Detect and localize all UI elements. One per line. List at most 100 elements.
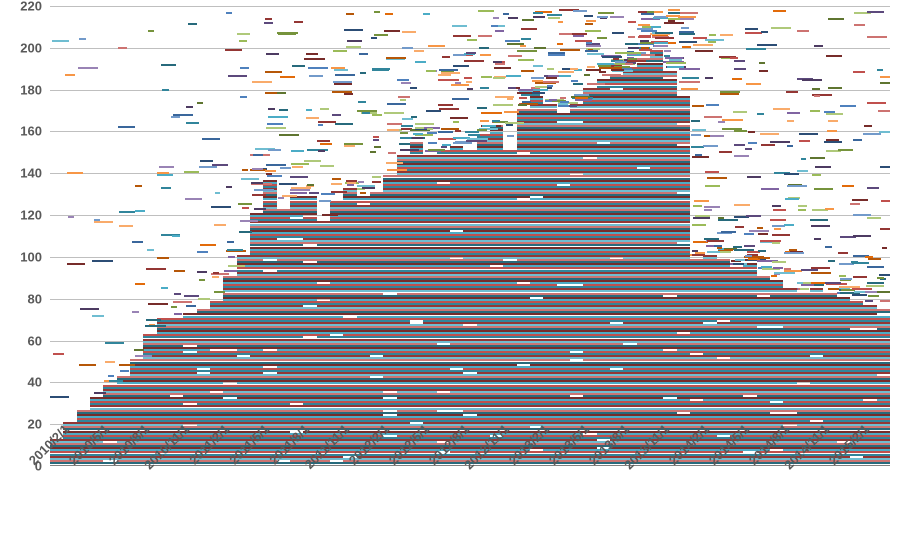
data-segment	[637, 397, 664, 399]
data-segment	[383, 290, 410, 292]
data-segment	[450, 155, 490, 157]
data-segment	[237, 380, 304, 382]
data-segment	[757, 387, 784, 389]
data-segment	[503, 240, 556, 242]
data-segment	[210, 339, 277, 341]
data-segment	[252, 168, 263, 170]
data-segment	[517, 136, 570, 138]
data-segment	[63, 424, 90, 426]
data-segment	[183, 343, 223, 345]
data-segment	[637, 205, 664, 207]
data-segment	[344, 145, 355, 147]
data-segment	[503, 370, 530, 372]
data-segment	[317, 293, 357, 295]
data-segment	[623, 106, 676, 108]
data-segment	[575, 97, 588, 99]
data-segment	[610, 142, 650, 144]
data-segment	[423, 307, 490, 309]
data-segment	[503, 408, 530, 410]
data-segment	[130, 359, 170, 361]
data-segment	[850, 397, 890, 399]
data-segment	[397, 418, 450, 420]
data-segment	[823, 393, 850, 395]
data-segment	[597, 178, 664, 180]
data-segment	[530, 192, 557, 194]
data-segment	[825, 208, 834, 210]
data-segment	[277, 389, 344, 391]
data-segment	[517, 226, 544, 228]
data-segment	[263, 414, 303, 416]
data-segment	[587, 83, 605, 85]
data-segment	[865, 256, 873, 258]
data-segment	[183, 332, 236, 334]
data-segment	[330, 416, 357, 418]
data-segment	[197, 311, 224, 313]
y-tick-label: 160	[0, 124, 42, 139]
data-segment	[783, 301, 836, 303]
data-segment	[290, 313, 330, 315]
data-segment	[103, 420, 143, 422]
data-segment	[423, 261, 476, 263]
data-segment	[570, 169, 623, 171]
data-segment	[823, 405, 876, 407]
data-segment	[383, 205, 410, 207]
data-segment	[570, 159, 597, 161]
data-segment	[463, 282, 516, 284]
data-segment	[423, 270, 450, 272]
data-segment	[877, 320, 890, 322]
data-segment	[450, 234, 503, 236]
data-segment	[583, 167, 636, 169]
data-segment	[530, 316, 570, 318]
data-segment	[557, 201, 610, 203]
data-segment	[210, 305, 237, 307]
data-segment	[383, 328, 436, 330]
data-segment	[517, 270, 584, 272]
data-segment	[157, 368, 197, 370]
data-segment	[290, 293, 317, 295]
data-segment	[583, 240, 623, 242]
data-segment	[437, 282, 464, 284]
data-segment	[143, 343, 183, 345]
data-segment	[743, 330, 783, 332]
data-segment	[663, 73, 676, 75]
data-segment	[517, 232, 570, 234]
data-segment	[757, 364, 784, 366]
data-segment	[482, 125, 496, 127]
data-segment	[543, 286, 610, 288]
data-segment	[663, 230, 690, 232]
data-segment	[623, 303, 650, 305]
data-segment	[517, 253, 570, 255]
data-segment	[463, 303, 503, 305]
data-segment	[783, 368, 823, 370]
data-segment	[506, 75, 520, 77]
data-segment	[693, 205, 702, 207]
data-segment	[427, 128, 433, 130]
data-segment	[330, 347, 397, 349]
data-segment	[330, 299, 370, 301]
data-segment	[303, 274, 356, 276]
data-segment	[557, 209, 610, 211]
data-segment	[135, 185, 142, 187]
data-segment	[237, 389, 277, 391]
data-segment	[852, 199, 868, 201]
data-segment	[757, 288, 797, 290]
data-segment	[641, 54, 655, 56]
data-segment	[320, 143, 331, 145]
data-segment	[570, 123, 610, 125]
data-segment	[543, 249, 583, 251]
data-segment	[628, 21, 636, 23]
data-segment	[867, 102, 886, 104]
data-segment	[343, 393, 370, 395]
data-segment	[573, 83, 583, 85]
data-segment	[623, 125, 663, 127]
data-segment	[263, 410, 303, 412]
data-segment	[437, 309, 477, 311]
data-segment	[850, 359, 890, 361]
data-segment	[330, 359, 383, 361]
data-segment	[533, 65, 543, 67]
data-segment	[757, 389, 784, 391]
data-segment	[530, 217, 583, 219]
data-segment	[303, 328, 356, 330]
data-segment	[357, 219, 397, 221]
data-segment	[863, 351, 890, 353]
